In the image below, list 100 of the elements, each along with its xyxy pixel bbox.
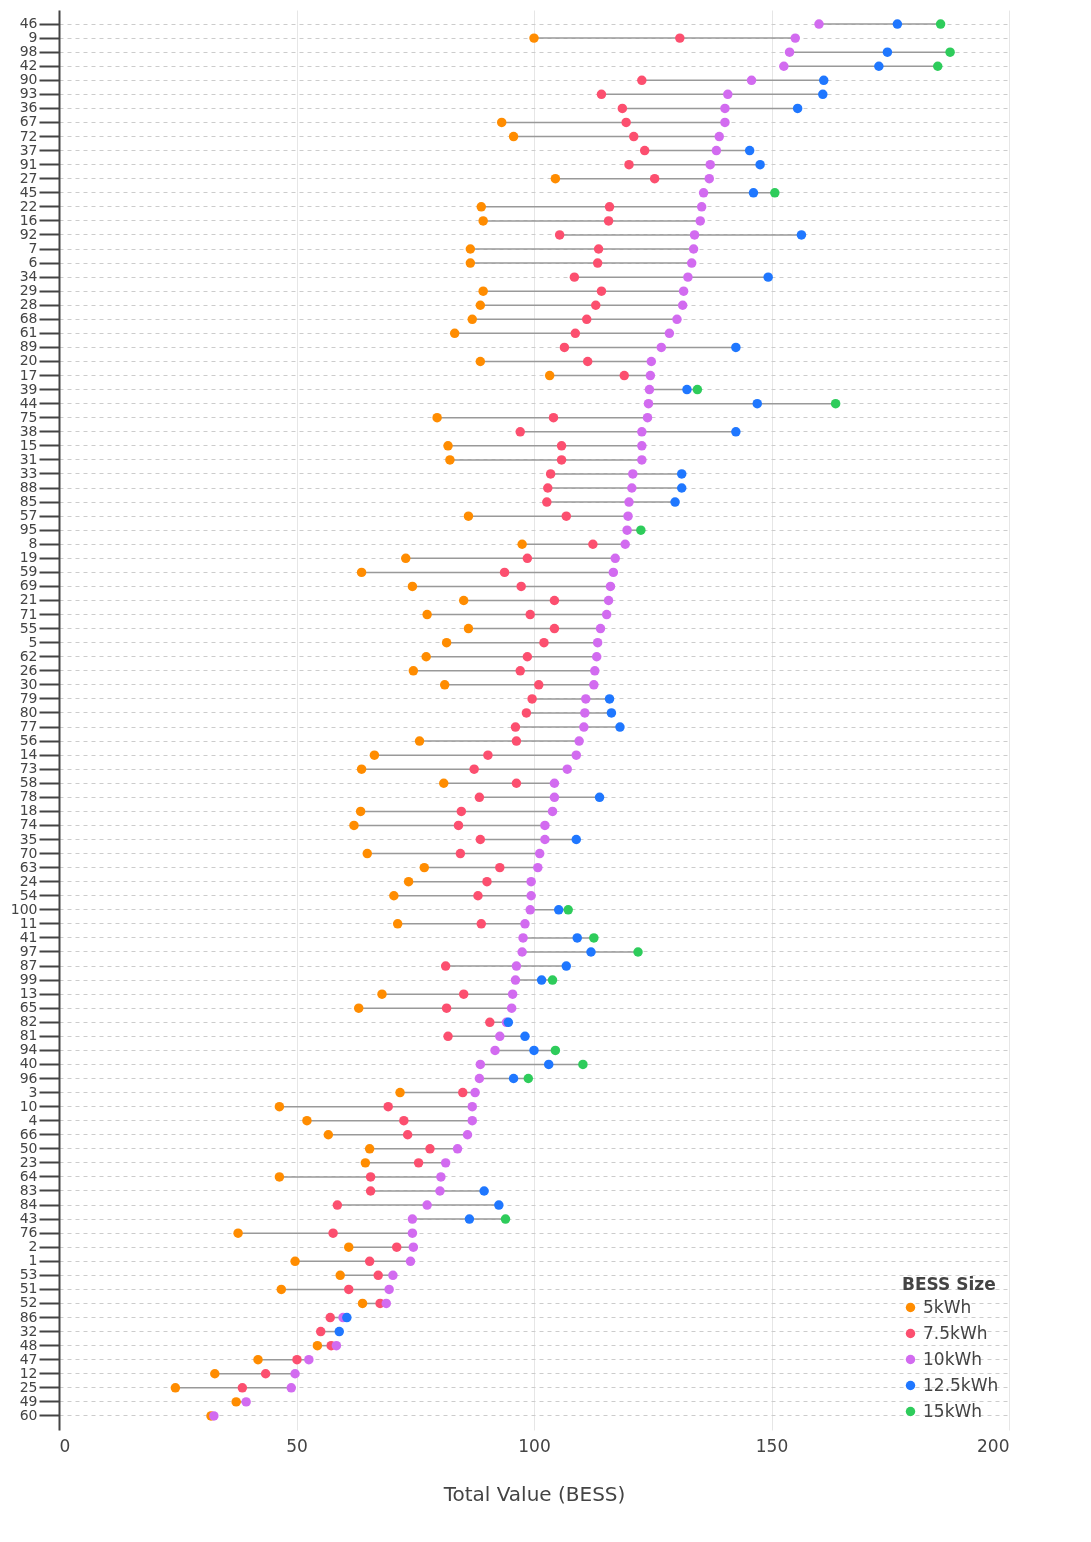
y-tick-label: 75 bbox=[19, 408, 38, 425]
legend-label: 12.5kWh bbox=[923, 1374, 999, 1395]
y-tick-label: 47 bbox=[19, 1350, 38, 1367]
y-tick-label: 60 bbox=[19, 1406, 38, 1423]
y-tick-label: 84 bbox=[19, 1196, 38, 1213]
y-tick-label: 23 bbox=[19, 1153, 38, 1170]
y-tick-label: 59 bbox=[19, 563, 38, 580]
x-tick-label: 100 bbox=[518, 1435, 551, 1456]
y-tick-label: 98 bbox=[19, 43, 38, 60]
y-tick-label: 30 bbox=[19, 675, 38, 692]
y-tick-label: 35 bbox=[19, 830, 38, 847]
y-tick-label: 57 bbox=[19, 507, 38, 524]
y-tick-label: 36 bbox=[19, 99, 38, 116]
y-tick-label: 77 bbox=[19, 718, 38, 735]
y-tick-label: 88 bbox=[19, 479, 38, 496]
y-tick-label: 34 bbox=[19, 268, 38, 285]
y-tick-label: 26 bbox=[19, 661, 38, 678]
legend-label: 7.5kWh bbox=[923, 1322, 988, 1343]
y-tick-label: 62 bbox=[19, 647, 38, 664]
y-tick-label: 55 bbox=[19, 619, 38, 636]
y-tick-label: 7 bbox=[28, 240, 38, 257]
y-tick-label: 3 bbox=[28, 1083, 38, 1100]
y-tick-label: 42 bbox=[19, 57, 38, 74]
y-tick-label: 14 bbox=[19, 746, 38, 763]
y-tick-label: 90 bbox=[19, 71, 38, 88]
y-tick-label: 28 bbox=[19, 296, 38, 313]
y-tick-label: 1 bbox=[28, 1252, 38, 1269]
y-tick-label: 25 bbox=[19, 1378, 38, 1395]
y-tick-label: 19 bbox=[19, 549, 38, 566]
y-tick-label: 71 bbox=[19, 605, 38, 622]
y-tick-label: 49 bbox=[19, 1392, 38, 1409]
y-tick-label: 46 bbox=[19, 15, 38, 32]
y-tick-label: 54 bbox=[19, 886, 38, 903]
y-tick-label: 37 bbox=[19, 141, 38, 158]
y-tick-label: 80 bbox=[19, 703, 38, 720]
x-tick-label: 50 bbox=[286, 1435, 308, 1456]
y-tick-label: 61 bbox=[19, 324, 38, 341]
y-tick-label: 63 bbox=[19, 858, 38, 875]
y-tick-label: 43 bbox=[19, 1210, 38, 1227]
y-tick-label: 12 bbox=[19, 1364, 38, 1381]
y-tick-label: 27 bbox=[19, 169, 38, 186]
y-tick-label: 74 bbox=[19, 816, 38, 833]
y-tick-label: 70 bbox=[19, 844, 38, 861]
y-tick-label: 82 bbox=[19, 1013, 38, 1030]
y-tick-label: 100 bbox=[10, 900, 38, 917]
y-tick-label: 87 bbox=[19, 957, 38, 974]
y-tick-label: 31 bbox=[19, 450, 38, 467]
y-tick-label: 72 bbox=[19, 127, 38, 144]
y-tick-label: 91 bbox=[19, 155, 38, 172]
y-tick-label: 83 bbox=[19, 1181, 38, 1198]
y-tick-label: 13 bbox=[19, 985, 38, 1002]
y-tick-label: 68 bbox=[19, 310, 38, 327]
y-tick-label: 44 bbox=[19, 394, 38, 411]
y-tick-label: 17 bbox=[19, 366, 38, 383]
y-tick-label: 52 bbox=[19, 1294, 38, 1311]
y-tick-label: 10 bbox=[19, 1097, 38, 1114]
y-tick-label: 79 bbox=[19, 689, 38, 706]
x-tick-label: 0 bbox=[59, 1435, 71, 1456]
y-tick-label: 29 bbox=[19, 282, 38, 299]
y-tick-label: 89 bbox=[19, 338, 38, 355]
y-tick-label: 73 bbox=[19, 760, 38, 777]
y-tick-label: 2 bbox=[28, 1238, 38, 1255]
y-tick-label: 4 bbox=[28, 1111, 38, 1128]
y-tick-label: 41 bbox=[19, 928, 38, 945]
y-tick-label: 50 bbox=[19, 1139, 38, 1156]
legend-label: 10kWh bbox=[923, 1348, 983, 1369]
y-tick-label: 11 bbox=[19, 914, 38, 931]
y-tick-label: 66 bbox=[19, 1125, 38, 1142]
legend-label: 15kWh bbox=[923, 1400, 983, 1421]
y-tick-label: 6 bbox=[28, 254, 38, 271]
y-tick-label: 85 bbox=[19, 493, 38, 510]
y-tick-label: 58 bbox=[19, 774, 38, 791]
x-axis-title: Total Value (BESS) bbox=[442, 1481, 626, 1506]
y-tick-label: 45 bbox=[19, 183, 38, 200]
y-tick-label: 51 bbox=[19, 1280, 38, 1297]
y-tick-label: 67 bbox=[19, 113, 38, 130]
y-tick-label: 86 bbox=[19, 1308, 38, 1325]
y-tick-label: 24 bbox=[19, 872, 38, 889]
y-tick-label: 78 bbox=[19, 788, 38, 805]
y-tick-label: 99 bbox=[19, 971, 38, 988]
y-tick-label: 8 bbox=[28, 535, 38, 552]
y-tick-label: 40 bbox=[19, 1055, 38, 1072]
legend-label: 5kWh bbox=[923, 1296, 972, 1317]
y-tick-label: 96 bbox=[19, 1069, 38, 1086]
y-tick-label: 65 bbox=[19, 999, 38, 1016]
y-tick-label: 22 bbox=[19, 197, 38, 214]
y-tick-label: 32 bbox=[19, 1322, 38, 1339]
y-tick-label: 76 bbox=[19, 1224, 38, 1241]
x-tick-label: 150 bbox=[755, 1435, 789, 1456]
y-tick-label: 94 bbox=[19, 1041, 38, 1058]
y-tick-label: 93 bbox=[19, 85, 38, 102]
y-tick-label: 9 bbox=[28, 29, 38, 46]
legend-title: BESS Size bbox=[902, 1274, 996, 1294]
y-tick-label: 92 bbox=[19, 225, 38, 242]
y-tick-label: 21 bbox=[19, 591, 38, 608]
y-tick-label: 69 bbox=[19, 577, 38, 594]
y-tick-label: 97 bbox=[19, 942, 38, 959]
y-tick-label: 16 bbox=[19, 211, 38, 228]
y-tick-label: 18 bbox=[19, 802, 38, 819]
y-tick-label: 81 bbox=[19, 1027, 38, 1044]
